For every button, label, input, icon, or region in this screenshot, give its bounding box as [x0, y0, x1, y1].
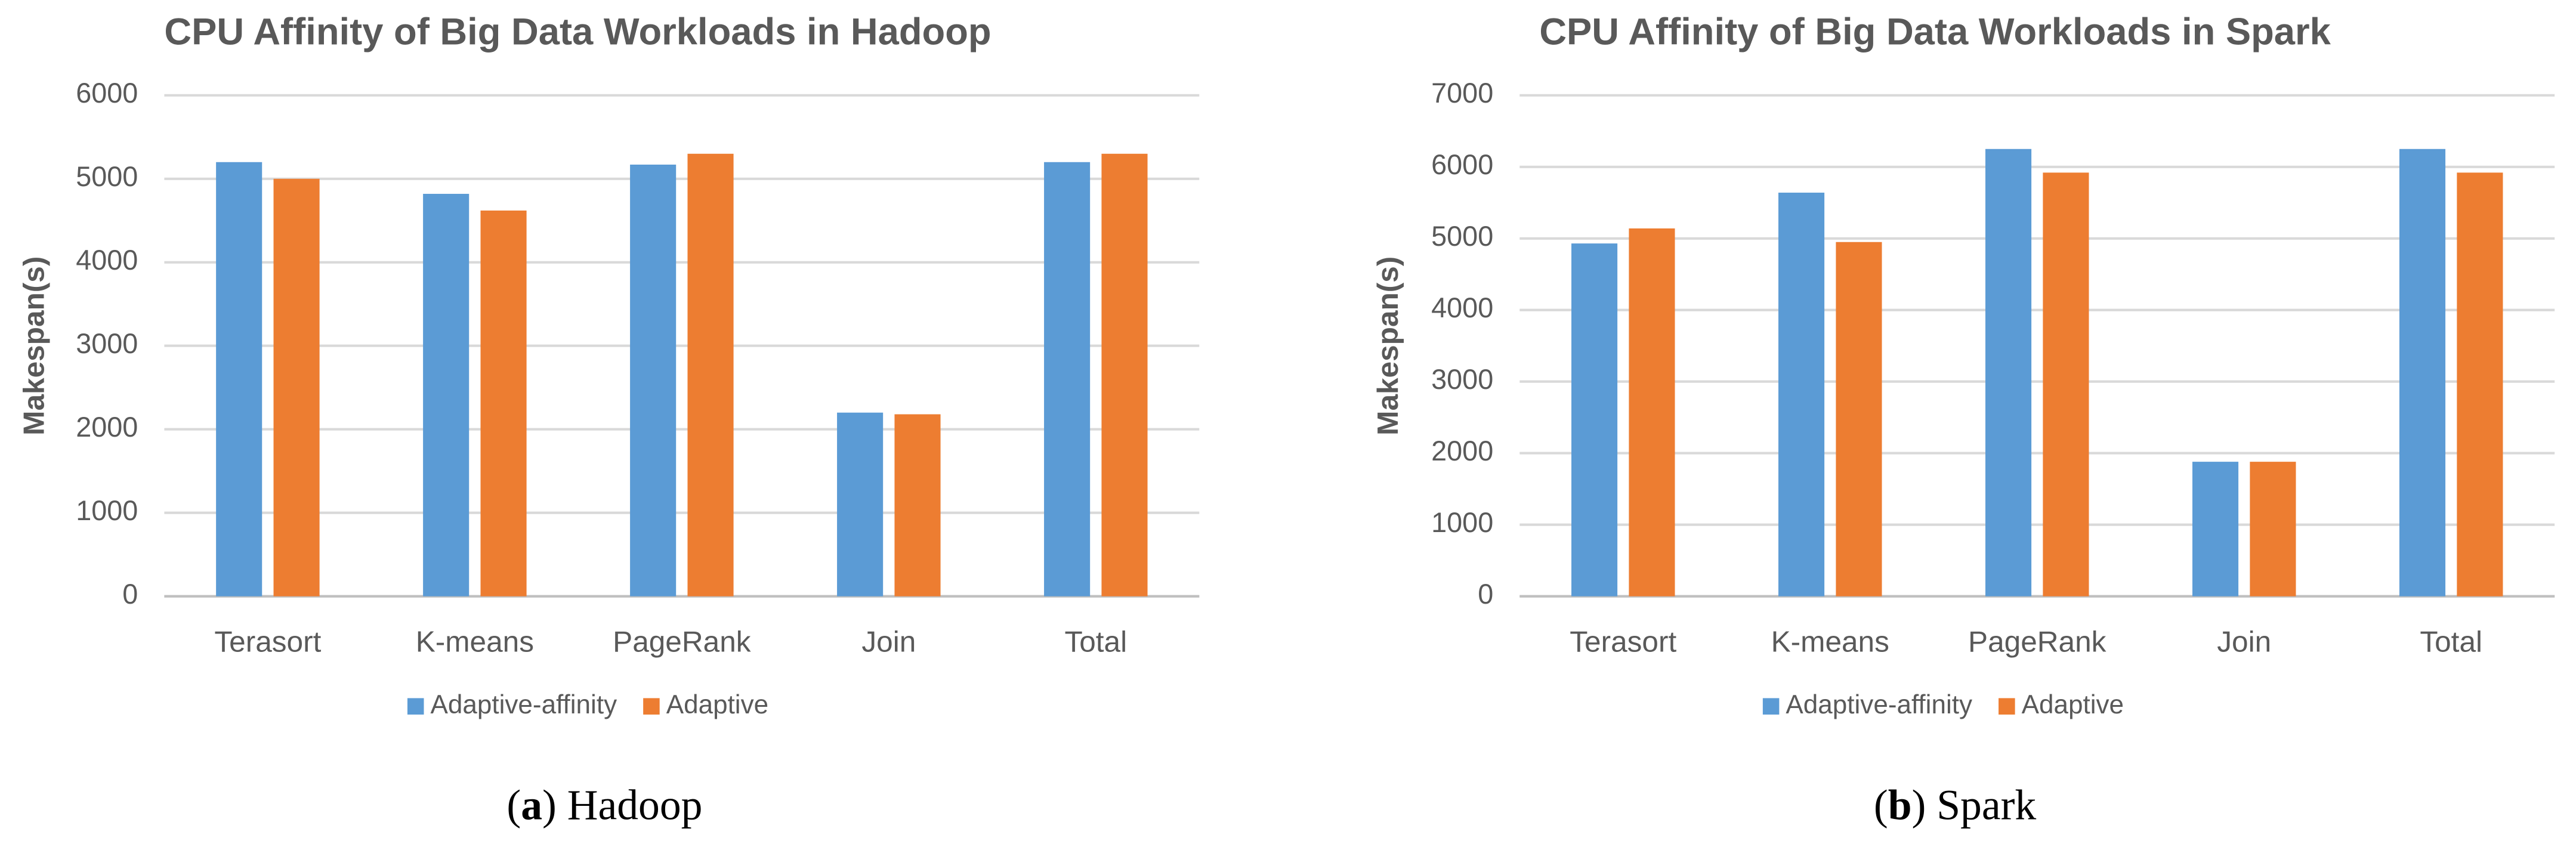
- x-tick-label: Total: [2420, 625, 2482, 659]
- caption-part: ) Hadoop: [542, 782, 702, 829]
- bar: [2399, 149, 2446, 596]
- caption: (b) Spark: [1874, 782, 2037, 829]
- x-tick-label: Join: [2217, 625, 2271, 659]
- legend-swatch: [1999, 698, 2015, 715]
- bar: [2043, 172, 2089, 596]
- legend-label: Adaptive-affinity: [1786, 690, 1972, 719]
- y-tick-label: 7000: [1431, 78, 1493, 109]
- x-tick-label: PageRank: [613, 625, 751, 659]
- bar: [1836, 242, 1882, 596]
- y-tick-label: 1000: [1431, 507, 1493, 538]
- chart: CPU Affinity of Big Data Workloads in Sp…: [1371, 11, 2555, 829]
- y-tick-label: 1000: [76, 495, 138, 526]
- chart-title: CPU Affinity of Big Data Workloads in Ha…: [164, 11, 991, 52]
- legend-swatch: [407, 698, 424, 715]
- y-tick-label: 3000: [1431, 364, 1493, 395]
- bar: [1629, 228, 1675, 596]
- caption: (a) Hadoop: [506, 782, 702, 829]
- bar: [1044, 162, 1091, 596]
- legend-swatch: [643, 698, 660, 715]
- x-tick-label: Terasort: [1570, 625, 1676, 659]
- bar: [630, 164, 677, 596]
- caption-part: ) Spark: [1912, 782, 2037, 829]
- bar: [894, 414, 941, 596]
- x-tick-label: K-means: [416, 625, 534, 659]
- y-tick-label: 2000: [1431, 435, 1493, 466]
- bar: [1571, 243, 1618, 596]
- legend-label: Adaptive-affinity: [431, 690, 617, 719]
- bar: [687, 153, 734, 596]
- bar: [1101, 153, 1148, 596]
- y-tick-label: 4000: [1431, 292, 1493, 323]
- y-axis-label: Makespan(s): [17, 256, 51, 435]
- y-axis-label: Makespan(s): [1371, 256, 1404, 435]
- bar: [837, 412, 884, 596]
- bar: [273, 178, 320, 596]
- x-tick-label: PageRank: [1968, 625, 2106, 659]
- y-tick-label: 0: [1478, 579, 1493, 610]
- y-tick-label: 0: [122, 579, 138, 610]
- caption-part: (: [506, 782, 521, 829]
- bar: [423, 193, 470, 596]
- bar: [2457, 172, 2503, 596]
- x-tick-label: Total: [1064, 625, 1127, 659]
- bar: [480, 210, 527, 596]
- x-tick-label: Join: [861, 625, 916, 659]
- chart: CPU Affinity of Big Data Workloads in Ha…: [17, 11, 1200, 829]
- caption-part: a: [521, 782, 542, 829]
- bar: [216, 162, 262, 596]
- bar: [2250, 462, 2296, 596]
- caption-part: (: [1874, 782, 1888, 829]
- y-tick-label: 3000: [76, 328, 138, 359]
- y-tick-label: 2000: [76, 412, 138, 443]
- legend-swatch: [1762, 698, 1780, 715]
- bar: [1985, 149, 2032, 596]
- caption-part: b: [1888, 782, 1912, 829]
- y-tick-label: 5000: [1431, 221, 1493, 252]
- y-tick-label: 4000: [76, 245, 138, 276]
- y-tick-label: 5000: [76, 161, 138, 192]
- bar: [2192, 462, 2239, 596]
- x-tick-label: K-means: [1771, 625, 1889, 659]
- y-tick-label: 6000: [1431, 149, 1493, 180]
- bar: [1778, 192, 1825, 596]
- legend-label: Adaptive: [2022, 690, 2124, 719]
- y-tick-label: 6000: [76, 78, 138, 109]
- legend-label: Adaptive: [666, 690, 768, 719]
- x-tick-label: Terasort: [214, 625, 321, 659]
- chart-title: CPU Affinity of Big Data Workloads in Sp…: [1539, 11, 2331, 52]
